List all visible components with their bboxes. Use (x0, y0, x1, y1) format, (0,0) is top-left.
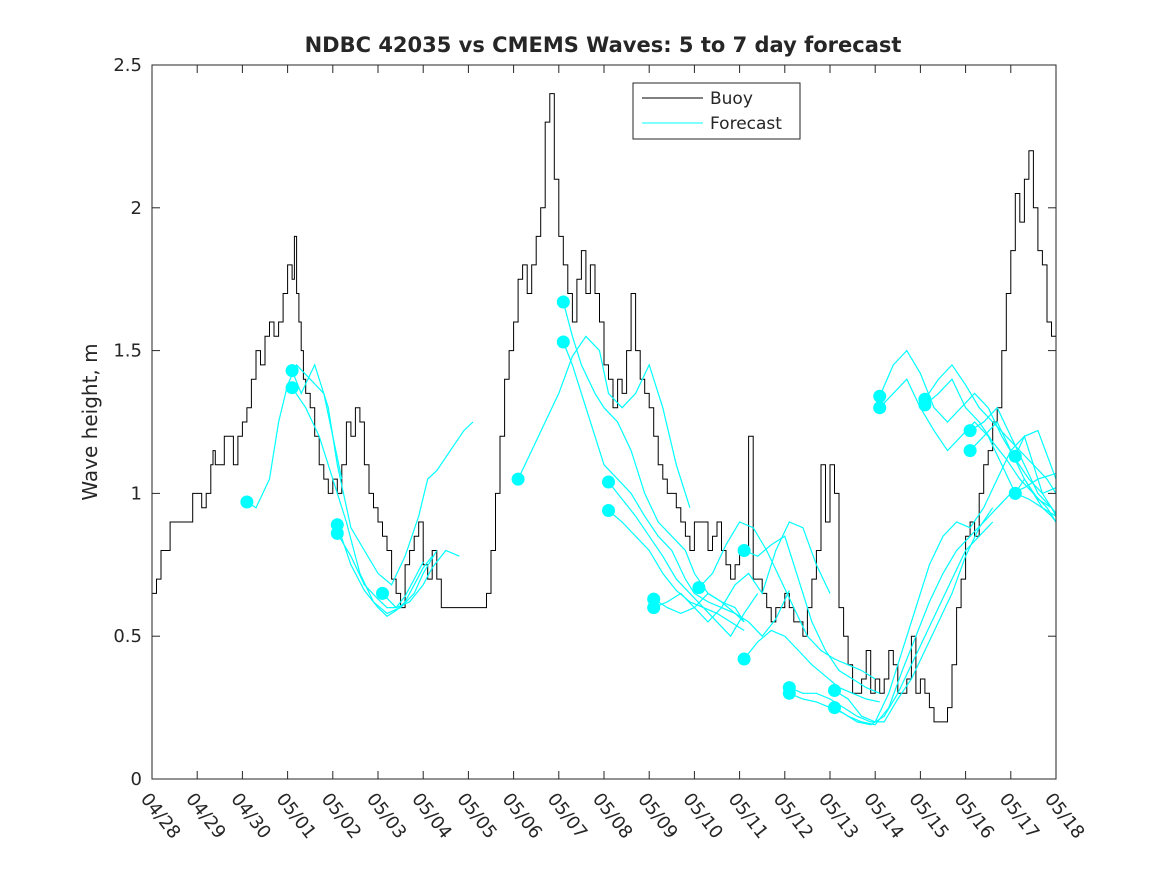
x-tick-label: 05/12 (769, 789, 817, 843)
forecast-start-point-26 (963, 444, 977, 458)
forecast-line-23 (924, 363, 1057, 494)
y-tick-label: 2.5 (113, 55, 142, 76)
forecast-start-point-7 (511, 472, 525, 486)
x-tick-label: 05/01 (272, 789, 320, 843)
forecast-line-12 (653, 590, 790, 638)
forecast-start-point-10 (602, 475, 615, 489)
forecast-start-point-22 (873, 401, 887, 415)
y-tick-label: 2 (131, 198, 142, 219)
plot-area (152, 65, 1056, 779)
forecast-line-7 (517, 335, 691, 508)
x-tick-label: 05/11 (724, 789, 772, 843)
x-tick-label: 04/28 (136, 789, 184, 843)
y-tick-label: 0.5 (113, 626, 142, 647)
forecast-start-point-27 (1008, 449, 1022, 463)
x-tick-label: 05/14 (859, 789, 907, 843)
legend-box (632, 82, 801, 140)
x-tick-label: 05/18 (1040, 789, 1088, 843)
forecast-line-10 (608, 481, 759, 638)
forecast-line-16 (743, 629, 880, 703)
forecast-line-28 (1014, 477, 1057, 523)
x-tick-label: 05/03 (362, 789, 410, 843)
y-axis-ticks: 0 0.5 1 1.5 2 2.5 (113, 55, 1056, 790)
forecast-line-9 (562, 341, 745, 623)
forecast-start-point-2 (285, 364, 299, 378)
x-tick-label: 05/04 (407, 789, 455, 843)
x-tick-label: 05/07 (543, 789, 591, 843)
y-tick-label: 0 (131, 769, 142, 790)
x-tick-label: 05/02 (317, 789, 365, 843)
forecast-start-point-8 (556, 295, 570, 309)
forecast-start-point-3 (285, 381, 299, 395)
forecast-series-layer (246, 301, 1057, 726)
legend-forecast-label: Forecast (710, 114, 782, 134)
buoy-series-layer (152, 93, 1057, 723)
chart-title: NDBC 42035 vs CMEMS Waves: 5 to 7 day fo… (305, 33, 902, 57)
x-tick-label: 05/17 (995, 789, 1043, 843)
forecast-start-point-9 (556, 335, 570, 349)
forecast-start-point-21 (873, 389, 887, 403)
forecast-start-point-16 (737, 652, 751, 666)
x-tick-label: 05/08 (588, 789, 636, 843)
forecast-line-4 (336, 524, 433, 617)
x-tick-label: 04/29 (181, 789, 229, 843)
forecast-line-18 (789, 521, 994, 726)
y-tick-label: 1 (131, 483, 142, 504)
forecast-start-markers (240, 295, 1022, 715)
forecast-line-2 (291, 363, 474, 586)
x-tick-label: 05/16 (950, 789, 998, 843)
forecast-start-point-11 (602, 504, 615, 517)
forecast-start-point-6 (376, 586, 389, 600)
forecast-start-point-1 (240, 495, 254, 509)
forecast-line-15 (743, 535, 880, 694)
forecast-start-point-20 (828, 701, 841, 715)
x-tick-label: 04/30 (226, 789, 274, 843)
forecast-start-point-28 (1008, 486, 1022, 500)
forecast-start-point-24 (918, 398, 932, 412)
forecast-start-point-15 (737, 544, 751, 557)
legend: Buoy Forecast (632, 82, 801, 140)
x-tick-label: 05/13 (814, 789, 862, 843)
forecast-line-21 (879, 349, 1057, 495)
forecast-line-27 (1014, 434, 1057, 514)
forecast-start-point-13 (647, 601, 661, 615)
x-tick-label: 05/05 (452, 789, 500, 843)
forecast-start-point-14 (692, 581, 706, 595)
forecast-line-6 (382, 549, 460, 609)
forecast-line-14 (698, 521, 876, 680)
forecast-line-11 (608, 510, 745, 632)
x-tick-label: 05/06 (498, 789, 546, 843)
x-tick-label: 05/10 (678, 789, 726, 843)
forecast-start-point-5 (330, 526, 344, 540)
forecast-line-5 (336, 533, 424, 609)
y-axis-label: Wave height, m (78, 343, 102, 500)
forecast-line-17 (789, 507, 994, 723)
forecast-start-point-19 (828, 684, 841, 697)
x-tick-label: 05/09 (633, 789, 681, 843)
forecast-line-26 (969, 420, 1057, 517)
forecast-line-13 (653, 521, 831, 623)
forecast-start-point-25 (963, 424, 977, 438)
y-tick-label: 1.5 (113, 341, 142, 362)
buoy-line (152, 93, 1057, 723)
legend-buoy-label: Buoy (710, 89, 753, 109)
forecast-start-point-18 (782, 686, 796, 700)
x-tick-label: 05/15 (904, 789, 952, 843)
